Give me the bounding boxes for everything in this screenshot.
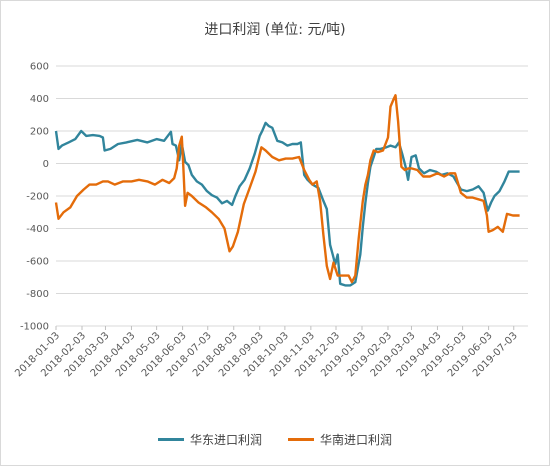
legend-swatch-south — [288, 438, 314, 441]
y-tick-label: -600 — [26, 257, 49, 268]
series-line-south — [54, 94, 520, 284]
y-tick-label: 400 — [30, 94, 49, 105]
legend-label-east: 华东进口利润 — [189, 433, 262, 447]
series-line-east — [54, 121, 520, 287]
y-tick-label: -200 — [26, 192, 49, 203]
y-tick-label: 0 — [43, 159, 49, 170]
y-tick-label: -1000 — [20, 322, 49, 333]
y-tick-label: 200 — [30, 127, 49, 138]
legend-swatch-east — [157, 438, 184, 441]
legend: 华东进口利润 华南进口利润 — [1, 431, 549, 448]
chart-title: 进口利润 (单位: 元/吨) — [204, 22, 346, 38]
y-tick-label: -400 — [26, 224, 49, 235]
legend-label-south: 华南进口利润 — [320, 433, 393, 447]
y-tick-label: 600 — [30, 62, 49, 73]
legend-item-south: 华南进口利润 — [288, 431, 392, 448]
y-tick-label: -800 — [26, 289, 49, 300]
legend-item-east: 华东进口利润 — [157, 431, 262, 448]
